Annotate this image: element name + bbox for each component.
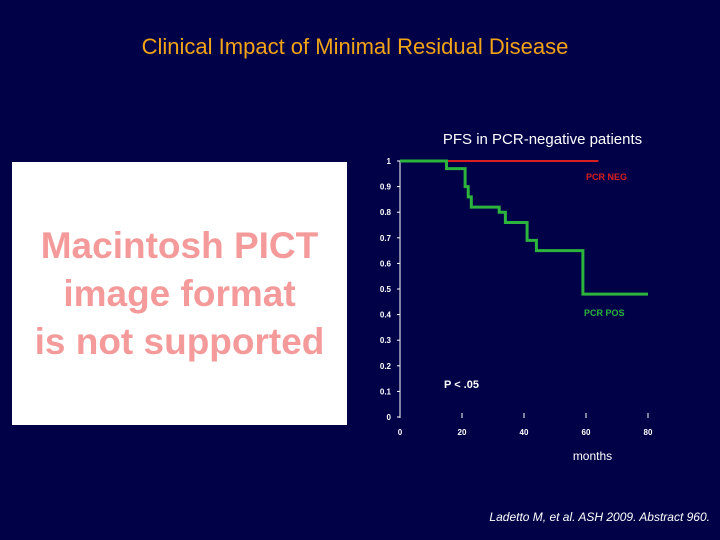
x-tick-label: 20 bbox=[458, 428, 467, 437]
placeholder-text: Macintosh PICT image format is not suppo… bbox=[34, 224, 325, 362]
chart-series bbox=[400, 159, 648, 296]
chart-title: PFS in PCR-negative patients bbox=[442, 131, 643, 148]
y-tick-label: 1 bbox=[387, 157, 392, 166]
y-tick-label: 0.4 bbox=[380, 311, 392, 320]
y-tick-label: 0.3 bbox=[380, 336, 392, 345]
y-tick-label: 0.1 bbox=[380, 387, 392, 396]
image-placeholder: Macintosh PICT image format is not suppo… bbox=[12, 162, 347, 425]
x-tick-label: 60 bbox=[582, 428, 591, 437]
slide-title: Clinical Impact of Minimal Residual Dise… bbox=[141, 34, 569, 59]
y-tick-label: 0.9 bbox=[380, 183, 392, 192]
y-tick-label: 0.2 bbox=[380, 362, 392, 371]
x-axis-label: months bbox=[572, 449, 613, 463]
y-tick-label: 0.5 bbox=[380, 285, 392, 294]
x-tick-label: 80 bbox=[644, 428, 653, 437]
x-tick-label: 40 bbox=[520, 428, 529, 437]
y-tick-label: 0.6 bbox=[380, 259, 392, 268]
series-line-pcr-pos bbox=[400, 159, 648, 296]
chart-axes: 0 0.1 0.2 0.3 0.4 0.5 0.6 0.7 0.8 0.9 1 0 20 40 60 80 bbox=[380, 157, 653, 437]
p-value-annotation: P < .05 bbox=[444, 379, 479, 391]
y-tick-label: 0.8 bbox=[380, 208, 392, 217]
citation: Ladetto M, et al. ASH 2009. Abstract 960… bbox=[489, 510, 710, 524]
y-tick-label: 0.7 bbox=[380, 234, 392, 243]
y-tick-label: 0 bbox=[387, 413, 392, 422]
series-label-pcr-neg: PCR NEG bbox=[586, 172, 627, 182]
series-label-pcr-pos: PCR POS bbox=[584, 308, 625, 318]
x-tick-label: 0 bbox=[398, 428, 403, 437]
